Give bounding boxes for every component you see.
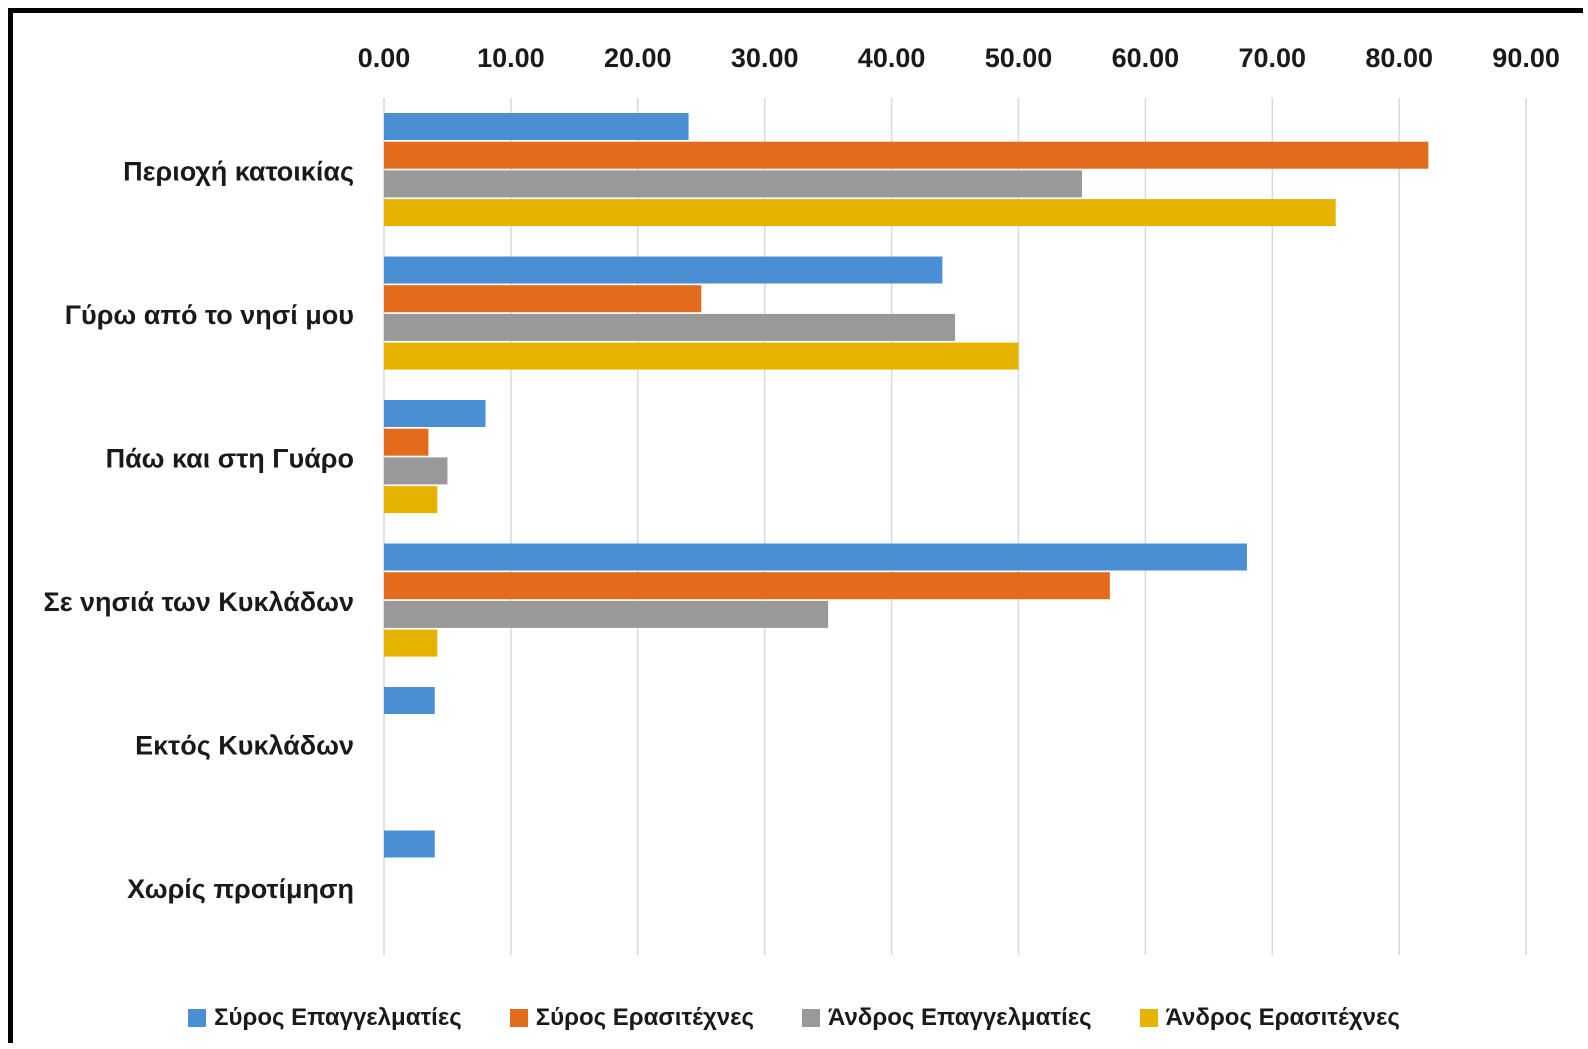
gridlines [383,98,1527,955]
x-tick-label: 70.00 [1239,43,1307,73]
legend-item: Άνδρος Ερασιτέχνες [1139,1004,1400,1032]
bar [384,285,702,313]
legend-swatch [1139,1009,1158,1027]
bar [384,428,429,456]
bar [384,141,1429,169]
x-tick-label: 0.00 [358,43,411,73]
bar [384,629,438,657]
bar [384,543,1247,571]
bar [384,830,435,858]
legend-label: Σύρος Επαγγελματίες [214,1004,462,1031]
x-tick-label: 50.00 [985,43,1053,73]
category-label: Πάω και στη Γυάρο [106,443,354,473]
x-tick-label: 40.00 [858,43,926,73]
x-tick-label: 20.00 [604,43,672,73]
legend-item: Σύρος Ερασιτέχνες [509,1004,755,1032]
bar [384,600,829,628]
x-tick-label: 10.00 [477,43,545,73]
category-label: Εκτός Κυκλάδων [135,730,354,760]
category-label: Περιοχή κατοικίας [123,156,354,186]
bar [384,113,689,140]
legend-label: Άνδρος Ερασιτέχνες [1165,1004,1400,1031]
bar [384,342,1019,370]
legend-item: Άνδρος Επαγγελματίες [802,1004,1092,1032]
bar [384,313,956,341]
bar [384,170,1082,198]
legend-swatch [188,1009,207,1027]
bar [384,486,438,514]
bar [384,687,435,714]
x-tick-label: 60.00 [1112,43,1180,73]
category-labels: Περιοχή κατοικίας Γύρω από το νησί μου Πάω… [44,156,354,904]
x-tick-label: 90.00 [1492,43,1560,73]
legend: Σύρος Επαγγελματίες Σύρος Ερασιτέχνες Άνδρ… [0,1004,1588,1032]
bar [384,256,943,284]
category-label: Σε νησιά των Κυκλάδων [44,587,354,617]
legend-swatch [509,1009,528,1027]
legend-swatch [802,1009,821,1027]
legend-label: Σύρος Ερασιτέχνες [535,1004,755,1031]
bar-chart: 0.00 10.00 20.00 30.00 40.00 50.00 60.00 70.00 8… [44,43,1560,955]
legend-label: Άνδρος Επαγγελματίες [828,1004,1092,1031]
chart-frame: 0.00 10.00 20.00 30.00 40.00 50.00 60.00 70.00 8… [8,8,1583,1043]
x-axis-ticks: 0.00 10.00 20.00 30.00 40.00 50.00 60.00 70.00 8… [358,43,1560,73]
bars [384,113,1429,858]
bar [384,199,1336,227]
bar [384,400,486,427]
category-label: Γύρω από το νησί μου [65,300,354,330]
x-tick-label: 80.00 [1365,43,1433,73]
x-tick-label: 30.00 [731,43,799,73]
legend-item: Σύρος Επαγγελματίες [188,1004,462,1032]
bar [384,572,1110,600]
category-label: Χωρίς προτίμηση [127,874,354,904]
bar [384,457,448,485]
